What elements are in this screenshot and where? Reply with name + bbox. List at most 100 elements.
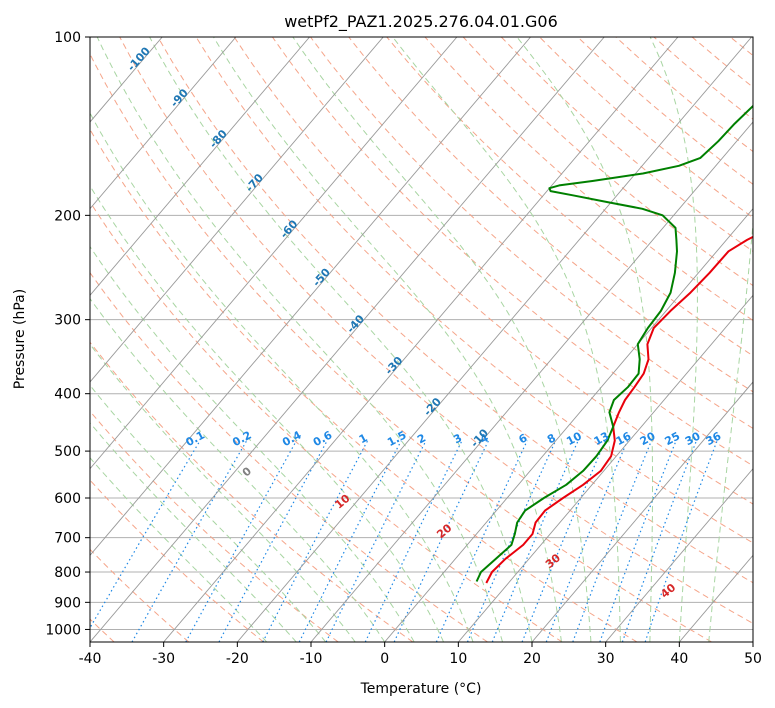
dry-adiabat-line: [233, 37, 753, 505]
dry-adiabat-line: [90, 52, 712, 642]
moist-adiabat-line: [649, 37, 698, 642]
moist-adiabat-line: [392, 37, 621, 642]
mixing-ratio-line: [393, 440, 490, 642]
isotherm-line: [90, 37, 531, 557]
mixing-ratio-lines: [90, 440, 718, 642]
isotherms: [90, 37, 753, 642]
dry-adiabat-label: 40: [658, 581, 678, 601]
mixing-ratio-line: [545, 440, 628, 642]
dry-adiabat-line: [90, 548, 190, 642]
mixing-ratio-label: 36: [704, 429, 724, 448]
dewpoint-line: [475, 104, 753, 582]
moist-adiabat-line: [90, 384, 327, 642]
moist-adiabat-line: [90, 112, 474, 642]
y-tick-label: 300: [54, 313, 81, 329]
dry-adiabat-line: [90, 410, 339, 642]
x-tick-label: 10: [449, 651, 467, 667]
isotherm-line: [163, 37, 679, 642]
moist-adiabat-line: [292, 37, 592, 642]
isotherm-label: -90: [168, 86, 191, 110]
dry-adiabat-label: 0: [240, 464, 254, 479]
y-tick-label: 900: [54, 595, 81, 611]
moist-adiabat-line: [90, 343, 356, 642]
isotherm-line: [90, 37, 384, 383]
moist-adiabat-line: [516, 37, 653, 642]
dry-adiabats: [90, 37, 753, 642]
mixing-ratio-label: 3: [451, 431, 464, 446]
isotherm-line: [752, 641, 753, 642]
y-tick-label: 500: [54, 444, 81, 460]
x-tick-label: -30: [152, 651, 175, 667]
mixing-ratio-label: 8: [545, 431, 558, 446]
dry-adiabat-line: [90, 271, 488, 642]
dry-adiabat-line: [539, 37, 753, 219]
chart-title: wetPf2_PAZ1.2025.276.04.01.G06: [284, 12, 558, 32]
mixing-ratio-label: 20: [638, 429, 658, 448]
x-tick-label: 30: [597, 651, 615, 667]
mixing-ratio-label: 25: [663, 429, 683, 448]
dry-adiabat-label: 20: [434, 521, 454, 541]
moist-adiabat-line: [90, 185, 445, 642]
dry-adiabat-line: [310, 37, 753, 430]
moist-adiabat-line: [149, 37, 533, 642]
isotherm-label: -20: [421, 395, 444, 419]
dry-adiabat-line: [653, 37, 753, 120]
mixing-ratio-line: [298, 440, 402, 642]
y-axis-ticks: 100 200 300 400 500 600 700 800 900 1000: [45, 30, 90, 638]
mixing-ratio-label: 0.1: [184, 429, 207, 450]
mixing-ratio-label: 6: [517, 431, 530, 446]
isotherm-label: -10: [468, 426, 491, 450]
dry-adiabat-line: [691, 37, 753, 88]
mixing-ratio-line: [621, 440, 698, 642]
x-axis-label: Temperature (°C): [360, 681, 482, 697]
moist-adiabats: [90, 37, 753, 642]
isotherm-label: -40: [344, 312, 367, 336]
plot-frame: [89, 36, 754, 643]
moist-adiabat-line: [96, 37, 503, 642]
isotherm-line: [90, 37, 237, 210]
x-tick-label: -40: [79, 651, 102, 667]
isotherm-line: [90, 37, 605, 642]
mixing-ratio-line: [185, 440, 298, 642]
dry-adiabat-line: [90, 341, 414, 642]
isotherm-line: [531, 381, 753, 642]
isotherm-label: -80: [207, 127, 230, 151]
dry-adiabat-line: [386, 37, 753, 357]
mixing-ratio-label: 30: [683, 429, 703, 448]
moist-adiabat-line: [90, 245, 415, 642]
mixing-ratio-line: [90, 440, 201, 630]
moist-adiabat-line: [213, 37, 562, 642]
dry-adiabat-line: [462, 37, 753, 287]
dry-adiabat-label: 10: [333, 492, 353, 512]
x-tick-label: 40: [670, 651, 688, 667]
sounding-series: [475, 104, 753, 584]
mixing-ratio-label: 0.6: [311, 428, 335, 449]
moist-adiabat-line: [90, 422, 297, 642]
x-tick-label: -20: [226, 651, 249, 667]
moist-adiabat-line: [708, 216, 753, 642]
dry-adiabat-line: [119, 37, 753, 624]
dry-adiabat-line: [90, 479, 264, 642]
isotherm-line: [90, 37, 458, 470]
dry-adiabat-line: [195, 37, 753, 544]
dry-adiabat-line: [90, 128, 638, 642]
mixing-ratio-line: [262, 440, 369, 642]
isotherm-label: -50: [310, 266, 333, 290]
mixing-ratio-label: 0.4: [280, 428, 304, 449]
dry-adiabat-line: [157, 37, 753, 584]
isotherm-label: -30: [382, 354, 405, 378]
isotherm-line: [90, 37, 310, 297]
mixing-ratio-label: 13: [592, 429, 612, 448]
isotherm-label: -60: [278, 217, 301, 241]
isotherm-line: [310, 121, 753, 642]
y-tick-label: 1000: [45, 622, 81, 638]
y-tick-label: 200: [54, 208, 81, 224]
dry-adiabat-line: [271, 37, 753, 467]
x-tick-label: 0: [380, 651, 389, 667]
isotherm-line: [457, 294, 753, 642]
mixing-ratio-line: [325, 440, 427, 642]
dry-adiabat-label: 30: [543, 551, 563, 571]
mixing-ratio-label: 10: [564, 429, 584, 448]
isotherm-line: [678, 554, 753, 642]
isotherm-label: -100: [125, 44, 153, 73]
